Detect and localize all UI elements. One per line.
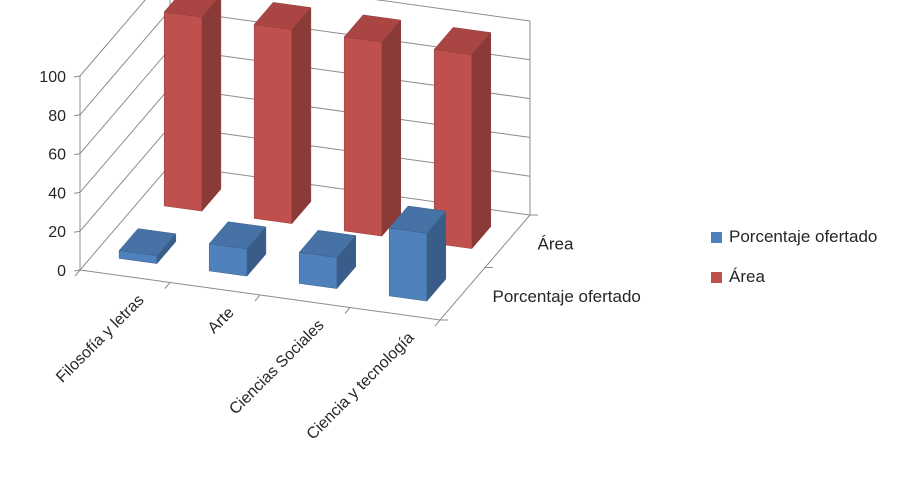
bar-top-face xyxy=(388,205,447,234)
bar-front-face xyxy=(343,36,383,237)
depth-axis-label: Área xyxy=(538,234,574,253)
gridline xyxy=(79,0,531,77)
bar-front-face xyxy=(298,252,338,289)
x-tick-mark xyxy=(434,319,441,327)
x-tick-mark xyxy=(164,282,171,289)
bar-area-0 xyxy=(163,0,222,212)
x-tick-mark xyxy=(254,294,261,302)
bar-top-face xyxy=(343,14,402,43)
bar-side-face xyxy=(291,6,312,225)
chart-legend: Porcentaje ofertado Área xyxy=(711,224,877,304)
legend-label-area: Área xyxy=(729,267,765,286)
y-tick-label: 40 xyxy=(48,185,66,202)
bar-front-face xyxy=(163,11,203,212)
bar-porcentaje-0 xyxy=(118,228,177,265)
depth-axis-label: Porcentaje ofertado xyxy=(493,287,641,306)
bar-porcentaje-2 xyxy=(298,230,357,290)
bar-side-face xyxy=(471,31,492,250)
bar-area-2 xyxy=(343,14,402,237)
legend-label-porcentaje: Porcentaje ofertado xyxy=(729,227,878,246)
y-tick-mark xyxy=(73,191,81,194)
bar-area-1 xyxy=(253,2,312,225)
bar-front-face xyxy=(208,243,248,277)
y-tick-mark xyxy=(73,75,81,78)
legend-swatch-porcentaje xyxy=(711,231,722,243)
y-tick-mark xyxy=(73,114,81,117)
bar-porcentaje-1 xyxy=(208,221,267,277)
x-tick-label: Arte xyxy=(205,304,238,337)
y-tick-label: 0 xyxy=(57,263,66,280)
bar-side-face xyxy=(201,0,222,212)
legend-item-porcentaje: Porcentaje ofertado xyxy=(711,224,877,250)
legend-item-area: Área xyxy=(711,264,877,290)
bar-top-face xyxy=(118,228,177,257)
x-tick-label: Ciencias Sociales xyxy=(226,317,327,418)
y-tick-mark xyxy=(73,153,81,156)
x-tick-mark xyxy=(74,269,81,277)
bar-top-face xyxy=(298,230,357,258)
x-tick-mark xyxy=(344,307,351,314)
bar-top-face xyxy=(163,0,218,18)
bar-top-face xyxy=(208,221,267,250)
y-tick-label: 100 xyxy=(39,69,66,86)
y-tick-label: 20 xyxy=(48,224,66,241)
x-tick-label: Ciencia y tecnología xyxy=(304,329,418,443)
legend-swatch-area xyxy=(711,271,722,283)
bar-area-3 xyxy=(433,27,492,250)
bar-top-face xyxy=(433,27,492,55)
bar-side-face xyxy=(381,19,402,237)
x-tick-label: Filosofía y letras xyxy=(53,292,147,386)
y-tick-mark xyxy=(73,269,81,272)
bar-porcentaje-3 xyxy=(388,205,447,302)
y-tick-label: 80 xyxy=(48,108,66,125)
y-tick-mark xyxy=(73,230,81,233)
bar-front-face xyxy=(388,227,428,302)
bar-front-face xyxy=(253,24,293,224)
bar-top-face xyxy=(253,2,312,30)
y-tick-label: 60 xyxy=(48,147,66,164)
